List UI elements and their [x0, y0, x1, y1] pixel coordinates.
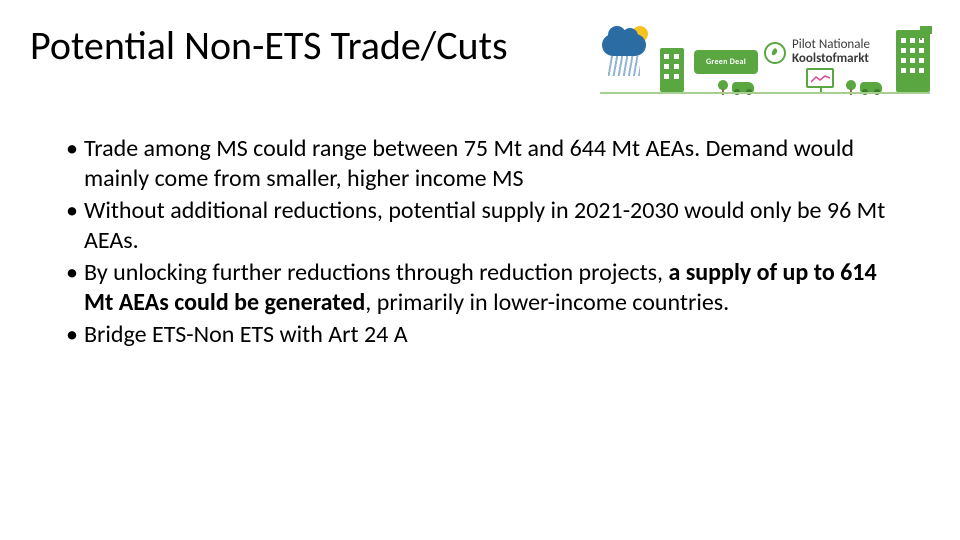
logo-text: Pilot Nationale Koolstofmarkt	[792, 38, 870, 65]
slide: Potential Non-ETS Trade/Cuts Green Deal …	[0, 0, 960, 540]
leaf-circle-icon	[764, 42, 786, 64]
flag-icon	[922, 26, 932, 34]
bullet-list: • Trade among MS could range between 75 …	[30, 134, 930, 350]
bullet-text: Trade among MS could range between 75 Mt…	[84, 134, 910, 194]
list-item: • Without additional reductions, potenti…	[66, 196, 910, 256]
rain-icon	[608, 56, 640, 76]
bullet-text: By unlocking further reductions through …	[84, 258, 910, 318]
bullet-text-post: , primarily in lower-income countries.	[365, 288, 729, 317]
logo-text-line2: Koolstofmarkt	[792, 52, 870, 66]
list-item: • By unlocking further reductions throug…	[66, 258, 910, 318]
page-title: Potential Non-ETS Trade/Cuts	[30, 24, 508, 68]
list-item: • Bridge ETS-Non ETS with Art 24 A	[66, 320, 910, 350]
cloud-icon	[602, 34, 646, 56]
list-item: • Trade among MS could range between 75 …	[66, 134, 910, 194]
building-large-icon	[896, 30, 930, 92]
tree-icon	[718, 80, 728, 90]
tree-icon	[846, 80, 856, 90]
logo-text-line1: Pilot Nationale	[792, 38, 870, 52]
header-row: Potential Non-ETS Trade/Cuts Green Deal …	[30, 24, 930, 94]
car-icon	[732, 82, 754, 92]
chart-board-icon	[806, 68, 834, 88]
building-icon	[660, 48, 684, 92]
green-deal-badge: Green Deal	[694, 50, 758, 74]
bullet-dot-icon: •	[66, 196, 84, 226]
bullet-dot-icon: •	[66, 134, 84, 164]
bullet-dot-icon: •	[66, 320, 84, 350]
logo-illustration: Green Deal Pilot Nationale Koolstofmarkt	[600, 24, 930, 94]
bullet-text: Without additional reductions, potential…	[84, 196, 910, 256]
ground-line	[600, 92, 930, 94]
bullet-dot-icon: •	[66, 258, 84, 288]
car-icon	[860, 82, 882, 92]
bullet-text-pre: By unlocking further reductions through …	[84, 258, 668, 287]
bullet-text: Bridge ETS-Non ETS with Art 24 A	[84, 320, 910, 350]
